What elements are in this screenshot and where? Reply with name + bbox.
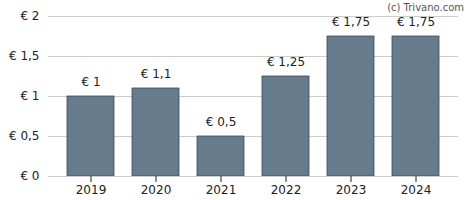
- svg-text:2023: 2023: [336, 183, 367, 197]
- svg-text:€ 0,5: € 0,5: [9, 129, 40, 143]
- svg-text:€ 1: € 1: [20, 89, 39, 103]
- svg-text:€ 1,1: € 1,1: [141, 67, 172, 81]
- svg-text:€ 1,75: € 1,75: [332, 15, 370, 29]
- svg-text:2019: 2019: [76, 183, 107, 197]
- svg-text:€ 1,75: € 1,75: [397, 15, 435, 29]
- svg-text:2024: 2024: [401, 183, 432, 197]
- svg-text:€ 1,25: € 1,25: [267, 55, 305, 69]
- svg-text:2021: 2021: [206, 183, 237, 197]
- svg-text:2022: 2022: [271, 183, 302, 197]
- svg-text:€ 1,5: € 1,5: [9, 49, 40, 63]
- svg-text:€ 0,5: € 0,5: [206, 115, 237, 129]
- svg-text:€ 1: € 1: [81, 75, 100, 89]
- svg-text:€ 2: € 2: [20, 9, 39, 23]
- svg-text:€ 0: € 0: [20, 169, 39, 183]
- html-text:(c) Trivano.com: (c) Trivano.com: [387, 2, 464, 13]
- svg-text:2020: 2020: [141, 183, 172, 197]
